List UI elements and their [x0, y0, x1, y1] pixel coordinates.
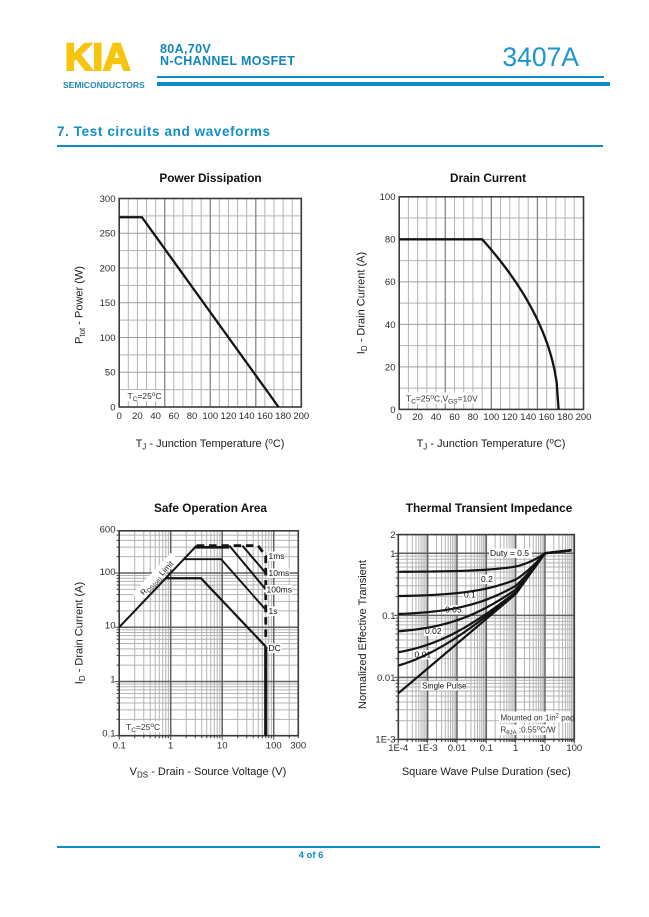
svg-text:1s: 1s — [269, 606, 278, 616]
svg-text:1E-3: 1E-3 — [375, 735, 395, 746]
svg-text:1: 1 — [110, 675, 115, 686]
svg-text:100: 100 — [566, 743, 582, 754]
svg-text:TC=25oC: TC=25oC — [128, 391, 162, 403]
svg-text:Power Dissipation: Power Dissipation — [159, 171, 261, 185]
svg-text:160: 160 — [257, 411, 273, 422]
svg-text:1E-3: 1E-3 — [418, 743, 438, 754]
svg-text:300: 300 — [290, 741, 306, 752]
svg-text:Single Pulse: Single Pulse — [422, 682, 467, 691]
svg-text:140: 140 — [239, 411, 255, 422]
svg-text:40: 40 — [431, 412, 442, 423]
svg-text:Drain Current: Drain Current — [450, 171, 526, 185]
svg-text:300: 300 — [100, 194, 116, 205]
svg-text:0: 0 — [390, 405, 395, 416]
svg-text:120: 120 — [502, 412, 518, 423]
svg-text:180: 180 — [275, 411, 291, 422]
svg-text:1: 1 — [168, 741, 173, 752]
svg-text:0: 0 — [117, 411, 122, 422]
svg-text:40: 40 — [385, 320, 396, 331]
svg-text:1E-4: 1E-4 — [388, 743, 408, 754]
svg-text:120: 120 — [221, 411, 237, 422]
svg-text:ID - Drain Current (A): ID - Drain Current (A) — [74, 582, 88, 684]
svg-text:20: 20 — [385, 362, 396, 373]
svg-text:0.01: 0.01 — [448, 743, 467, 754]
svg-text:80: 80 — [468, 412, 479, 423]
svg-text:20: 20 — [412, 412, 423, 423]
svg-text:ID - Drain Current (A): ID - Drain Current (A) — [356, 252, 370, 354]
svg-text:60: 60 — [169, 411, 180, 422]
svg-text:1ms: 1ms — [269, 551, 285, 561]
svg-text:0.1: 0.1 — [480, 743, 493, 754]
svg-text:TJ - Junction Temperature (oC): TJ - Junction Temperature (oC) — [136, 437, 285, 452]
svg-text:40: 40 — [150, 411, 161, 422]
svg-text:0.1: 0.1 — [113, 741, 126, 752]
svg-text:2: 2 — [390, 530, 395, 541]
svg-text:10: 10 — [105, 621, 116, 632]
svg-text:Mounted on 1in2 pad: Mounted on 1in2 pad — [501, 714, 575, 723]
svg-text:0.1: 0.1 — [464, 590, 476, 600]
svg-text:Square Wave Pulse Duration (se: Square Wave Pulse Duration (sec) — [402, 766, 571, 778]
svg-text:200: 200 — [100, 263, 116, 274]
svg-text:Duty = 0.5: Duty = 0.5 — [490, 548, 529, 558]
svg-text:Normalized Effective Transient: Normalized Effective Transient — [357, 560, 369, 709]
svg-text:DC: DC — [269, 643, 281, 653]
svg-text:50: 50 — [105, 368, 116, 379]
svg-text:1: 1 — [513, 743, 518, 754]
svg-text:0.2: 0.2 — [481, 574, 493, 584]
svg-text:140: 140 — [520, 412, 536, 423]
svg-text:10: 10 — [217, 741, 228, 752]
svg-text:1: 1 — [390, 549, 395, 560]
svg-text:0: 0 — [110, 402, 115, 413]
svg-text:600: 600 — [100, 525, 116, 536]
svg-text:100: 100 — [483, 412, 499, 423]
svg-text:RθJA :0.55oC/W: RθJA :0.55oC/W — [501, 726, 556, 737]
svg-text:80: 80 — [187, 411, 198, 422]
svg-text:TJ - Junction Temperature (oC): TJ - Junction Temperature (oC) — [417, 437, 566, 452]
svg-text:100: 100 — [202, 411, 218, 422]
svg-text:100: 100 — [380, 192, 396, 203]
svg-text:150: 150 — [100, 298, 116, 309]
svg-text:0.01: 0.01 — [377, 673, 396, 684]
svg-text:0: 0 — [397, 412, 402, 423]
svg-text:0.02: 0.02 — [425, 626, 442, 636]
svg-text:Thermal Transient Impedance: Thermal Transient Impedance — [406, 501, 573, 515]
svg-text:0.1: 0.1 — [382, 611, 395, 622]
svg-text:80: 80 — [385, 235, 396, 246]
svg-text:200: 200 — [576, 412, 592, 423]
svg-text:180: 180 — [557, 412, 573, 423]
svg-text:100: 100 — [266, 741, 282, 752]
svg-text:250: 250 — [100, 229, 116, 240]
svg-text:Safe Operation Area: Safe Operation Area — [154, 501, 267, 515]
svg-text:0.01: 0.01 — [415, 650, 432, 660]
svg-text:100: 100 — [100, 333, 116, 344]
svg-text:100: 100 — [100, 567, 116, 578]
svg-text:Ptot - Power (W): Ptot - Power (W) — [74, 266, 88, 344]
svg-text:0.05: 0.05 — [445, 605, 462, 615]
svg-text:200: 200 — [293, 411, 309, 422]
svg-text:160: 160 — [539, 412, 555, 423]
svg-text:60: 60 — [449, 412, 460, 423]
svg-text:10: 10 — [540, 743, 551, 754]
svg-text:20: 20 — [132, 411, 143, 422]
svg-text:VDS - Drain - Source Voltage (: VDS - Drain - Source Voltage (V) — [130, 766, 287, 780]
svg-text:60: 60 — [385, 277, 396, 288]
svg-text:100ms: 100ms — [267, 585, 293, 595]
svg-text:TC=25oC,VGS=10V: TC=25oC,VGS=10V — [406, 394, 478, 406]
svg-text:10ms: 10ms — [269, 568, 290, 578]
svg-text:0.1: 0.1 — [102, 729, 115, 740]
